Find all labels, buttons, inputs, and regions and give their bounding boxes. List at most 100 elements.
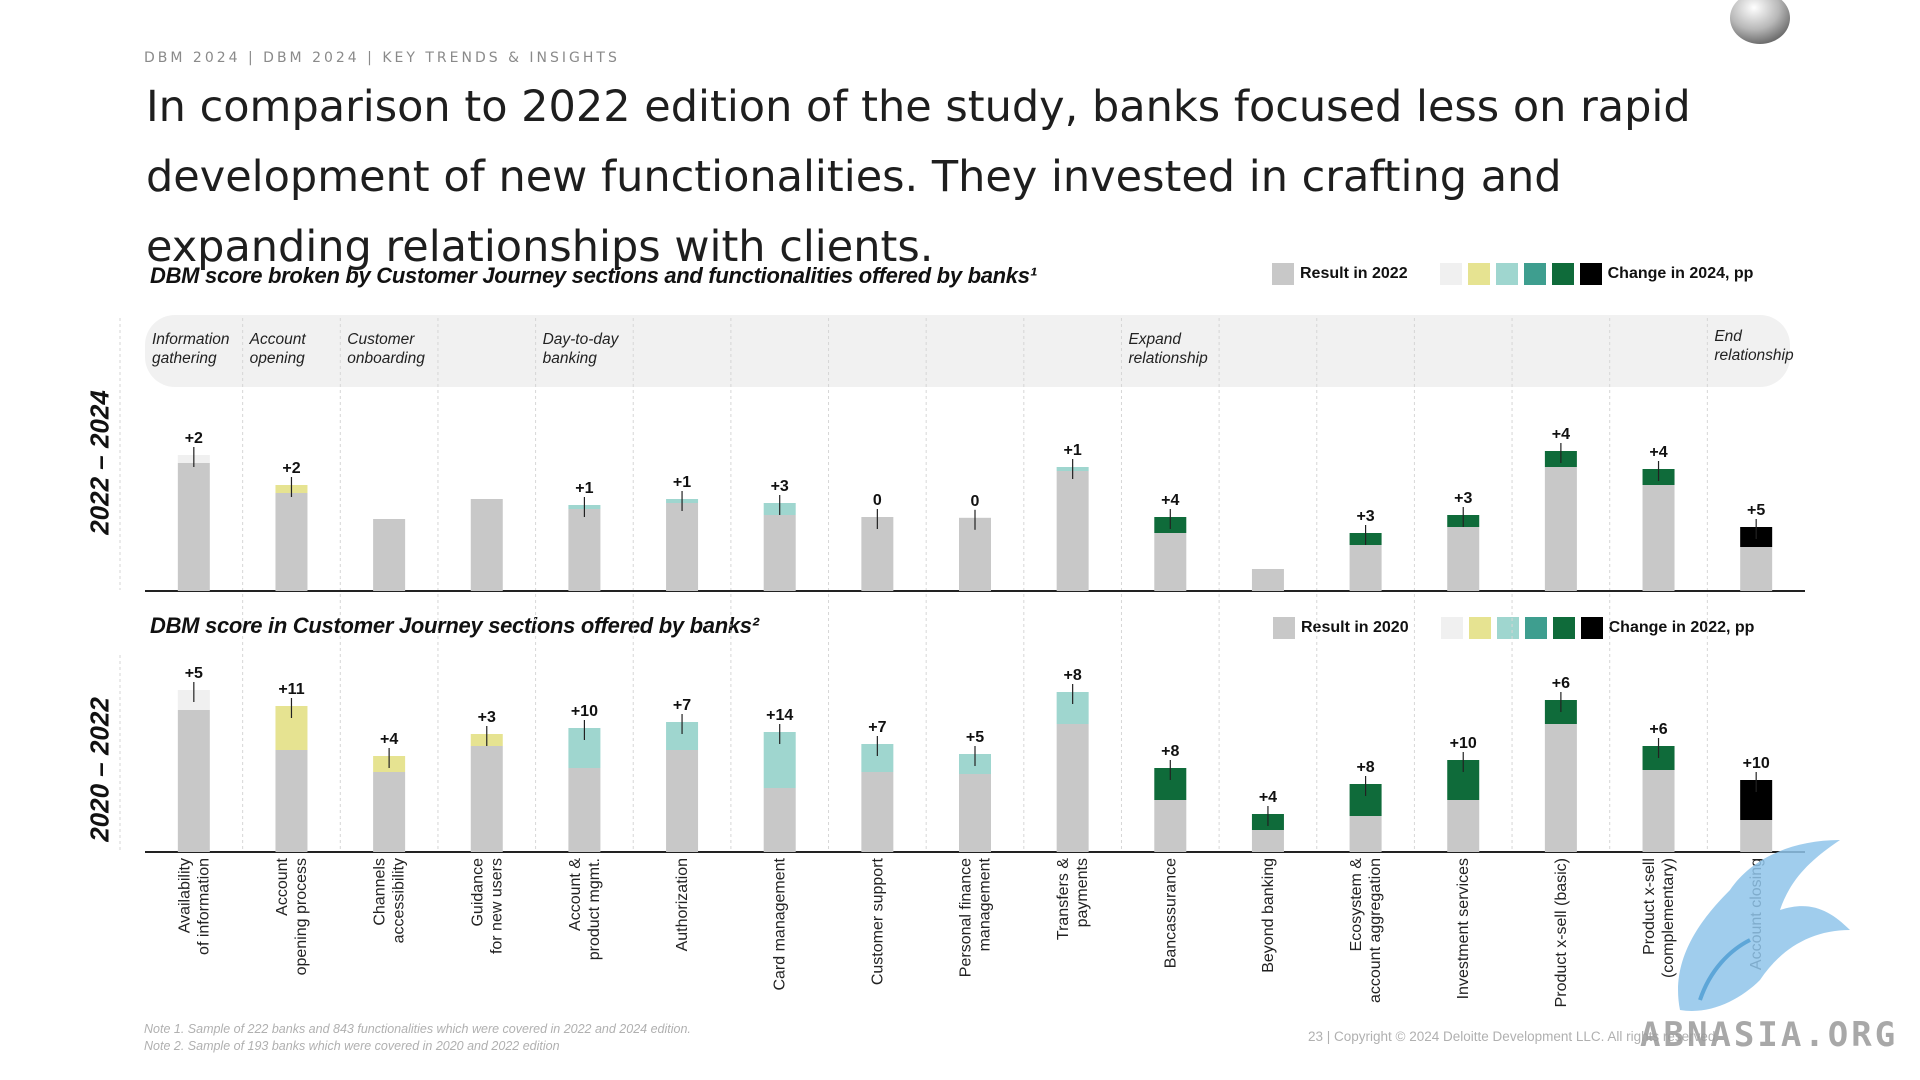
- legend-bottom: Result in 2020 Change in 2022, pp: [1273, 617, 1760, 639]
- change-label: +7: [868, 719, 886, 736]
- base-bar: [568, 509, 601, 591]
- base-bar: [959, 517, 991, 591]
- legend-swatch-scale-3: [1496, 617, 1519, 639]
- category-label: account aggregation: [1367, 858, 1384, 1003]
- change-label: +2: [185, 430, 203, 447]
- change-label: +1: [1064, 442, 1082, 459]
- category-label: Account: [274, 857, 291, 915]
- legend-swatch-base: [1272, 263, 1294, 285]
- category-label: Channels: [372, 858, 389, 926]
- base-bar: [1056, 471, 1089, 591]
- chart-title-bottom: DBM score in Customer Journey sections o…: [150, 613, 759, 638]
- base-bar: [1740, 547, 1773, 591]
- change-label: +3: [1356, 508, 1374, 525]
- category-label: management: [977, 857, 994, 951]
- category-label: product mgmt.: [586, 858, 603, 960]
- base-bar: [763, 788, 796, 852]
- change-label: +3: [1454, 490, 1472, 507]
- chart-title-top: DBM score broken by Customer Journey sec…: [150, 263, 1037, 288]
- change-label: +4: [1649, 444, 1667, 461]
- change-label: +8: [1161, 743, 1179, 760]
- category-label: Personal finance: [958, 858, 975, 977]
- base-bar: [861, 517, 894, 591]
- category-label: opening process: [293, 858, 310, 975]
- change-label: +3: [771, 478, 789, 495]
- legend-swatch-scale-6: [1579, 263, 1602, 285]
- legend-swatch-scale-1: [1439, 263, 1462, 285]
- base-bar: [1349, 545, 1382, 591]
- category-label: Card management: [772, 857, 789, 990]
- legend-label-change: Change in 2022, pp: [1608, 619, 1755, 636]
- change-label: +4: [1552, 426, 1570, 443]
- base-bar: [275, 750, 308, 852]
- change-label: +1: [575, 480, 593, 497]
- section-label: gathering: [152, 350, 217, 367]
- legend-swatch-scale-3: [1495, 263, 1518, 285]
- legend-swatch-scale-2: [1468, 617, 1491, 639]
- legend-label-base: Result in 2020: [1301, 619, 1409, 636]
- legend-swatch-scale-6: [1580, 617, 1603, 639]
- base-bar: [1740, 820, 1773, 852]
- base-bar: [373, 772, 406, 852]
- section-label: End: [1714, 328, 1743, 345]
- category-label: for new users: [488, 858, 505, 954]
- base-bar: [1056, 724, 1089, 852]
- copyright-footer: 23 | Copyright © 2024 Deloitte Developme…: [1308, 1029, 1720, 1044]
- section-label: relationship: [1128, 350, 1208, 367]
- section-label: Expand: [1128, 331, 1182, 348]
- category-label: Beyond banking: [1260, 858, 1277, 973]
- base-bar: [1154, 533, 1187, 591]
- change-label: +10: [571, 703, 598, 720]
- category-label: payments: [1074, 858, 1091, 927]
- base-bar: [373, 519, 406, 591]
- base-bar: [1642, 485, 1675, 591]
- base-bar: [763, 515, 796, 591]
- page-title: In comparison to 2022 edition of the stu…: [146, 82, 1691, 272]
- change-label: 0: [873, 492, 882, 509]
- legend-swatch-base: [1273, 617, 1295, 639]
- legend-label-base: Result in 2022: [1300, 265, 1408, 282]
- change-label: +5: [1747, 502, 1765, 519]
- category-label: Product x-sell (basic): [1553, 858, 1570, 1007]
- watermark-logo: ABNASIA.ORG: [1640, 1015, 1899, 1055]
- category-label: Availability: [176, 858, 193, 933]
- section-label: Day-to-day: [543, 331, 620, 348]
- legend-swatch-scale-5: [1551, 263, 1574, 285]
- change-label: +4: [1259, 789, 1277, 806]
- change-label: +2: [282, 460, 300, 477]
- base-bar: [1154, 800, 1187, 852]
- legend-label-change: Change in 2024, pp: [1607, 265, 1754, 282]
- breadcrumb: DBM 2024 | DBM 2024 | KEY TRENDS & INSIG…: [144, 50, 620, 66]
- legend-swatch-scale-4: [1524, 617, 1547, 639]
- change-label: +3: [478, 709, 496, 726]
- category-label: of information: [195, 858, 212, 955]
- legend-swatch-scale-1: [1440, 617, 1463, 639]
- section-header-band: [145, 315, 1790, 387]
- base-bar: [470, 746, 503, 852]
- change-label: +7: [673, 697, 691, 714]
- base-bar: [470, 499, 503, 591]
- footnote-1: Note 1. Sample of 222 banks and 843 func…: [144, 1022, 691, 1036]
- section-label: Account: [249, 331, 307, 348]
- change-label: +5: [966, 729, 984, 746]
- change-label: +1: [673, 474, 691, 491]
- base-bar: [568, 768, 601, 852]
- change-label: +4: [380, 731, 398, 748]
- base-bar: [275, 493, 308, 591]
- base-bar: [1642, 770, 1675, 852]
- footnote-2: Note 2. Sample of 193 banks which were c…: [144, 1039, 560, 1053]
- change-label: +8: [1356, 759, 1374, 776]
- category-label: Customer support: [869, 857, 886, 985]
- decorative-sphere-icon: [1730, 0, 1790, 44]
- change-label: +6: [1552, 675, 1570, 692]
- legend-swatch-scale-5: [1552, 617, 1575, 639]
- change-label: +4: [1161, 492, 1179, 509]
- base-bar: [959, 774, 991, 852]
- legend-swatch-scale-2: [1467, 263, 1490, 285]
- change-label: +10: [1450, 735, 1477, 752]
- change-label: +5: [185, 665, 203, 682]
- base-bar: [1544, 467, 1577, 591]
- base-bar: [861, 772, 894, 852]
- change-label: +14: [766, 707, 793, 724]
